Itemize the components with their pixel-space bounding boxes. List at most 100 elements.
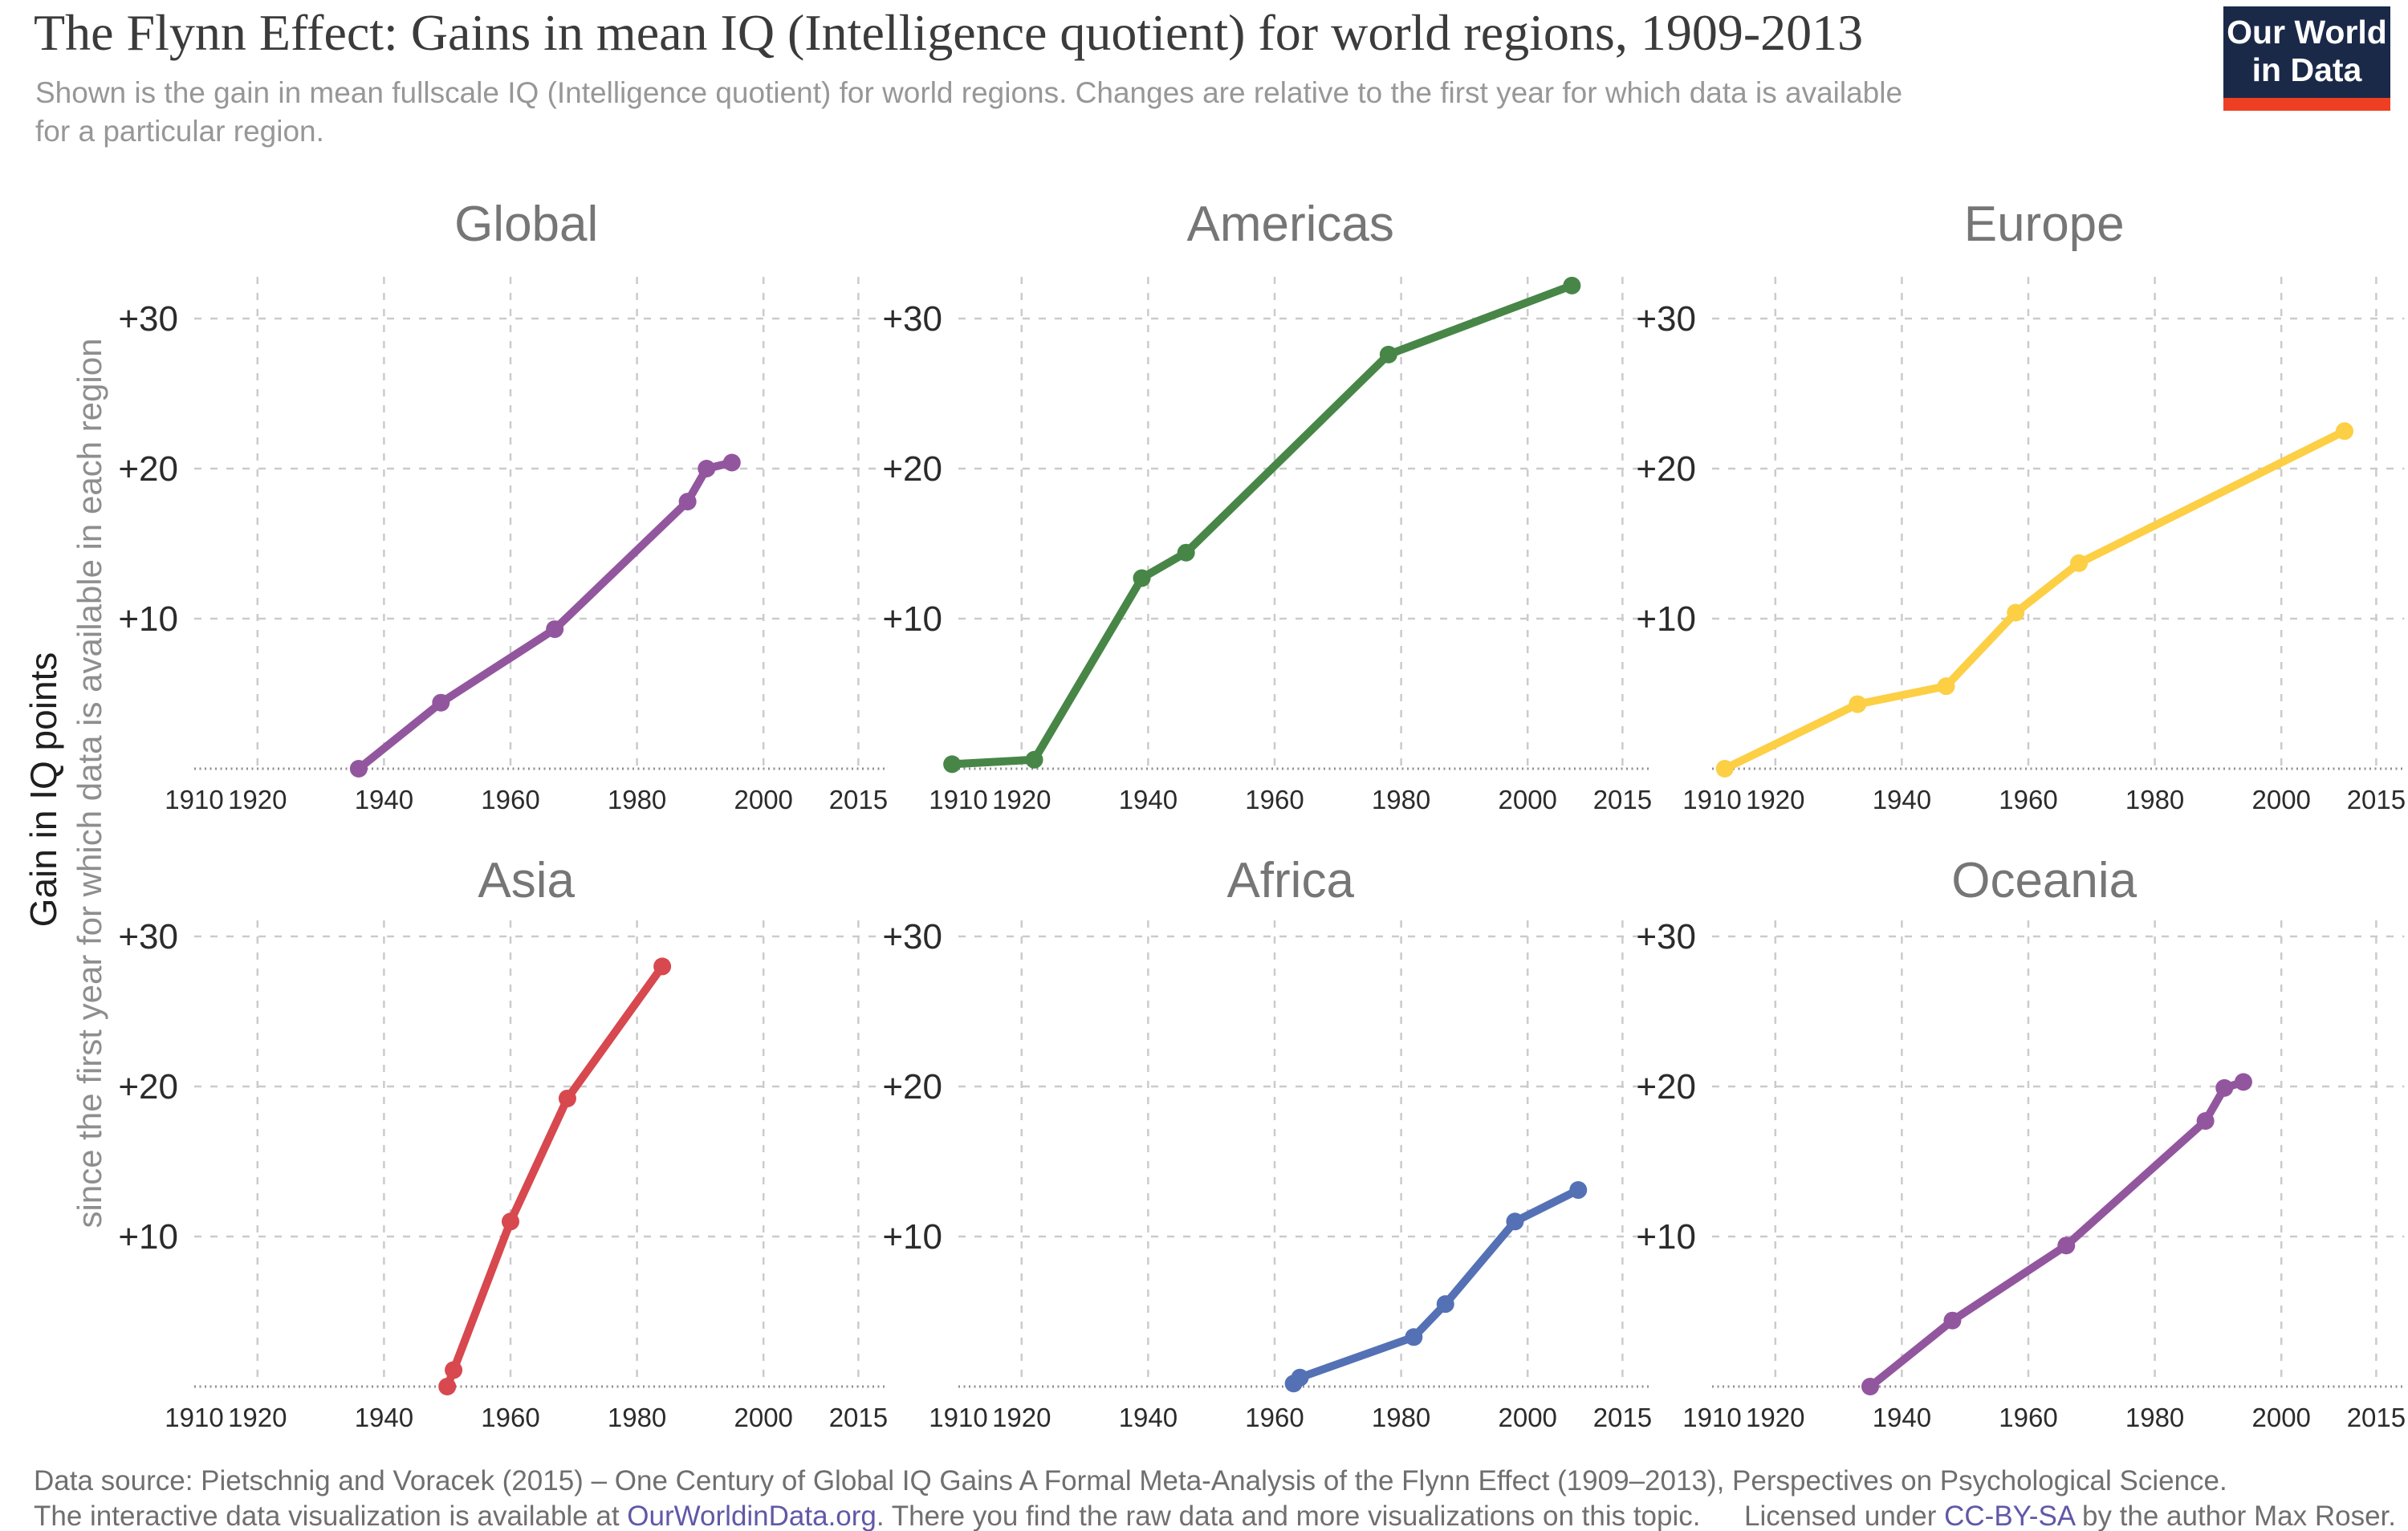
- owid-logo-text: Our World in Data: [2223, 6, 2390, 89]
- license-suffix: by the author Max Roser.: [2074, 1501, 2396, 1531]
- x-tick-label: 1910: [1682, 1403, 1741, 1432]
- x-tick-label: 1920: [1746, 1403, 1804, 1432]
- footer-info-line: The interactive data visualization is av…: [34, 1501, 1700, 1531]
- data-point: [438, 1378, 457, 1395]
- data-point: [2234, 1073, 2252, 1091]
- x-tick-label: 1960: [1999, 785, 2057, 814]
- x-tick-label: 1960: [481, 1403, 539, 1432]
- data-point: [502, 1212, 519, 1231]
- x-tick-label: 2015: [829, 785, 888, 814]
- series-line: [1866, 1078, 2247, 1391]
- page-subtitle: Shown is the gain in mean fullscale IQ (…: [35, 76, 1903, 148]
- data-point: [943, 755, 962, 774]
- x-tick-label: 1910: [929, 1403, 987, 1432]
- series-line: [443, 962, 667, 1391]
- owid-logo: Our World in Data: [2223, 6, 2390, 111]
- data-point: [2007, 603, 2025, 622]
- x-tick-label: 2015: [1593, 1403, 1652, 1432]
- data-point: [1715, 760, 1734, 778]
- y-tick-label: +20: [882, 449, 942, 489]
- x-tick-label: 1920: [992, 1403, 1051, 1432]
- data-point: [546, 620, 564, 639]
- x-tick-label: 1910: [1682, 785, 1741, 814]
- data-point: [1177, 543, 1195, 562]
- data-point: [1291, 1368, 1309, 1387]
- panel-title-europe: Europe: [1963, 197, 2125, 252]
- data-point: [698, 460, 716, 477]
- y-tick-label: +20: [118, 449, 178, 489]
- footer-info-prefix: The interactive data visualization is av…: [34, 1501, 628, 1531]
- y-tick-label: +30: [1636, 299, 1696, 339]
- x-tick-label: 2015: [2347, 1403, 2406, 1432]
- x-tick-label: 1910: [929, 785, 987, 814]
- chart-panel-europe: +10 +20 +30 1910 1920 1940 1960 1980 2000 2015: [1636, 277, 2406, 814]
- data-point: [2336, 422, 2353, 441]
- y-tick-label: +30: [118, 299, 178, 339]
- y-tick-label: +10: [882, 599, 942, 639]
- y-tick-label: +30: [882, 917, 942, 956]
- x-tick-label: 1940: [1873, 1403, 1931, 1432]
- panel-title-americas: Americas: [1186, 197, 1394, 252]
- data-point: [1849, 695, 1867, 713]
- y-tick-label: +10: [118, 1217, 178, 1257]
- page-title: The Flynn Effect: Gains in mean IQ (Inte…: [34, 4, 1864, 61]
- data-point: [1569, 1181, 1588, 1200]
- x-tick-label: 1980: [608, 1403, 666, 1432]
- panel-title-oceania: Oceania: [1951, 853, 2138, 908]
- x-tick-label: 1980: [608, 785, 666, 814]
- y-tick-label: +30: [882, 299, 942, 339]
- x-tick-label: 2000: [734, 1403, 792, 1432]
- panel-title-africa: Africa: [1226, 853, 1354, 908]
- series-line: [1720, 427, 2349, 773]
- data-point: [2215, 1078, 2234, 1097]
- x-tick-label: 1940: [1119, 1403, 1178, 1432]
- x-tick-label: 1910: [165, 785, 223, 814]
- data-point: [678, 493, 697, 511]
- x-tick-label: 1960: [481, 785, 539, 814]
- x-tick-label: 1920: [228, 1403, 287, 1432]
- owid-logo-line1: Our World: [2227, 14, 2387, 51]
- chart-panel-oceania: +10 +20 +30 1910 1920 1940 1960 1980 2000 2015: [1636, 917, 2406, 1432]
- x-tick-label: 1940: [355, 785, 413, 814]
- data-point: [1025, 750, 1043, 769]
- owid-link[interactable]: OurWorldinData.org: [627, 1501, 877, 1531]
- x-tick-label: 1910: [165, 1403, 223, 1432]
- data-point: [432, 693, 450, 712]
- x-tick-label: 1960: [1245, 785, 1304, 814]
- footer-license: Licensed under CC-BY-SA by the author Ma…: [1744, 1501, 2396, 1531]
- data-point: [1379, 345, 1397, 363]
- data-point: [1937, 677, 1955, 696]
- footer-info-suffix: . There you find the raw data and more v…: [876, 1501, 1701, 1531]
- x-tick-label: 1920: [992, 785, 1051, 814]
- owid-logo-line2: in Data: [2251, 51, 2362, 88]
- x-tick-label: 2000: [1498, 1403, 1556, 1432]
- y-axis-label-main: Gain in IQ points: [22, 652, 64, 928]
- x-tick-label: 1980: [1372, 785, 1430, 814]
- data-point: [1563, 276, 1581, 294]
- data-point: [1943, 1311, 1962, 1330]
- y-tick-label: +20: [118, 1067, 178, 1107]
- y-tick-label: +10: [118, 599, 178, 639]
- x-tick-label: 2000: [734, 785, 792, 814]
- data-point: [653, 957, 672, 976]
- x-tick-label: 2015: [829, 1403, 888, 1432]
- data-point: [2196, 1112, 2215, 1131]
- data-point: [1405, 1328, 1423, 1346]
- x-tick-label: 1920: [228, 785, 287, 814]
- series-line: [1289, 1186, 1583, 1388]
- y-tick-label: +10: [1636, 1217, 1696, 1257]
- y-tick-label: +30: [1636, 917, 1696, 956]
- data-point: [722, 453, 741, 472]
- series-line: [354, 458, 736, 773]
- data-point: [1133, 569, 1151, 587]
- y-tick-label: +30: [118, 917, 178, 956]
- panel-title-global: Global: [454, 197, 599, 252]
- y-tick-label: +20: [1636, 449, 1696, 489]
- data-point: [2070, 554, 2089, 572]
- x-tick-label: 2015: [2347, 785, 2406, 814]
- chart-panel-global: +10 +20 +30 1910 1920 1940 1960 1980 2000 2015: [118, 277, 888, 814]
- x-tick-label: 1980: [2125, 1403, 2184, 1432]
- data-point: [445, 1361, 463, 1379]
- license-link[interactable]: CC-BY-SA: [1944, 1501, 2075, 1531]
